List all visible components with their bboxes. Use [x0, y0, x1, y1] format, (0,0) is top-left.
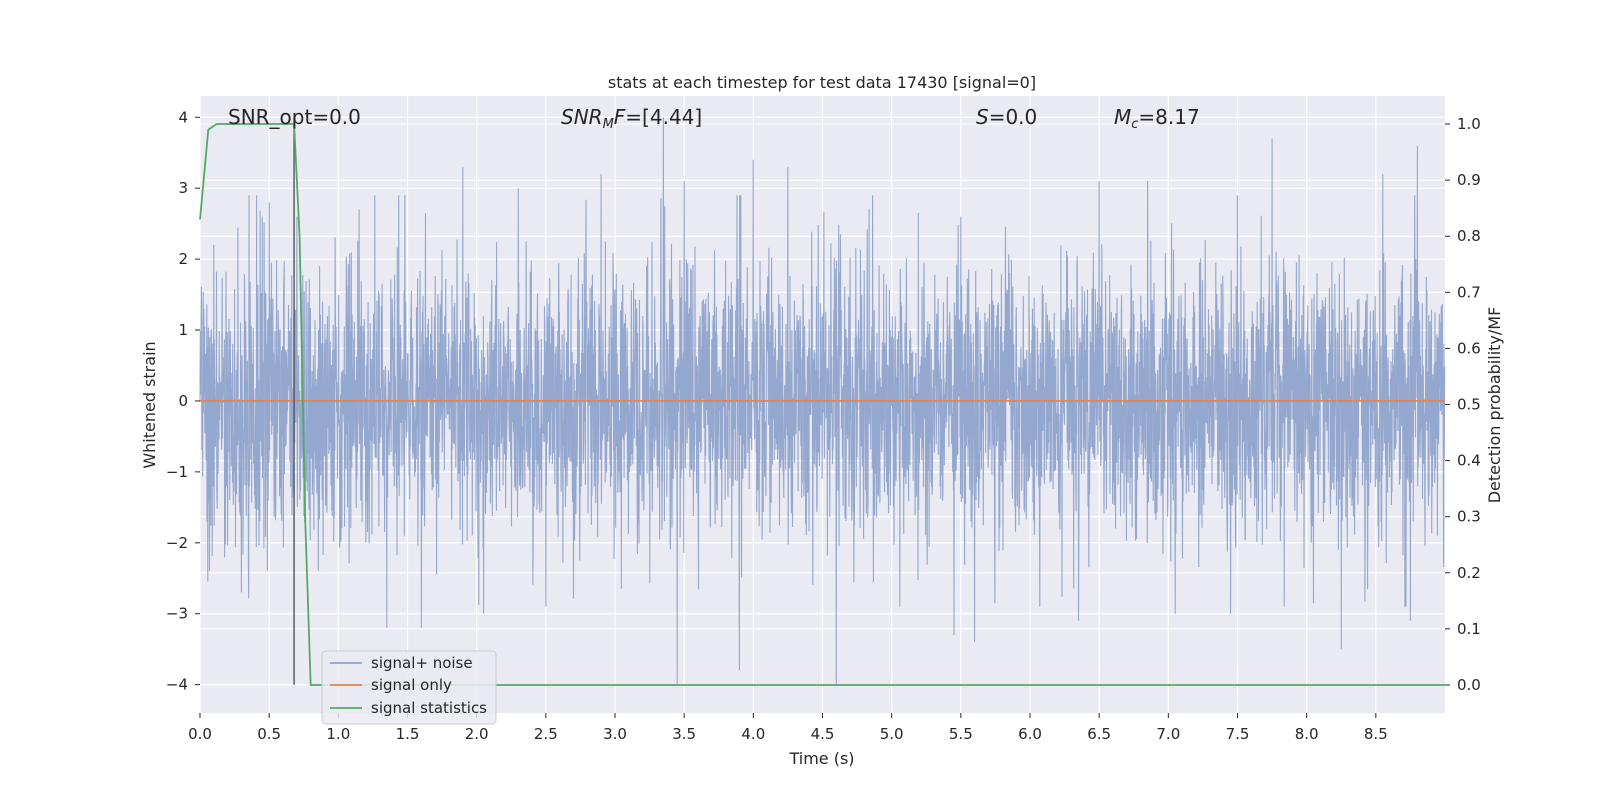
y2-axis-label: Detection probability/MF	[1485, 307, 1504, 504]
series-signal-noise	[199, 117, 1446, 685]
y2-tick-labels: 0.0 0.1 0.2 0.3 0.4 0.5 0.6 0.7 0.8 0.9 1.0	[1445, 115, 1481, 694]
legend-box	[321, 650, 497, 725]
y-axis-label: Whitened strain	[140, 341, 159, 468]
y2-tick-label: 0.0	[1457, 676, 1481, 694]
x-tick-label: 8.5	[1364, 725, 1388, 743]
y2-tick-label: 0.4	[1457, 452, 1481, 470]
x-tick-label: 1.5	[396, 725, 420, 743]
legend-label-signal-only: signal only	[371, 676, 452, 694]
y-tick-label: 3	[178, 179, 188, 197]
y-tick-label: −2	[166, 534, 188, 552]
snr-opt-annotation: SNR_opt=0.0	[228, 105, 361, 129]
noise-series	[199, 117, 1446, 685]
y2-tick-label: 1.0	[1457, 115, 1481, 133]
y-tick-label: 1	[178, 321, 188, 339]
line-series	[199, 117, 1445, 686]
x-tick-label: 5.5	[949, 725, 973, 743]
x-tick-label: 6.5	[1087, 725, 1111, 743]
x-tick-label: 1.0	[326, 725, 350, 743]
x-tick-label: 3.0	[603, 725, 627, 743]
x-tick-label: 7.0	[1156, 725, 1180, 743]
y2-tick-label: 0.3	[1457, 508, 1481, 526]
x-axis-label: Time (s)	[788, 749, 854, 768]
y-tick-labels: −4 −3 −2 −1 0 1 2 3 4	[166, 108, 200, 694]
y2-tick-label: 0.8	[1457, 227, 1481, 245]
series-signal-statistics	[199, 123, 1445, 686]
snr-mf-annotation: SNRMF=[4.44]	[561, 105, 702, 132]
x-tick-label: 7.5	[1226, 725, 1250, 743]
x-tick-label: 0.0	[188, 725, 212, 743]
y-tick-label: −1	[166, 463, 188, 481]
y2-tick-label: 0.7	[1457, 283, 1481, 301]
x-tick-label: 0.5	[257, 725, 281, 743]
x-tick-labels: 0.0 0.5 1.0 1.5 2.0 2.5 3.0 3.5 4.0 4.5 5.0 5.5 6.0 6…	[188, 713, 1388, 743]
y-tick-label: −3	[166, 605, 188, 623]
legend-label-signal-statistics: signal statistics	[371, 699, 487, 717]
y-tick-label: −4	[166, 676, 188, 694]
y2-tick-label: 0.6	[1457, 339, 1481, 357]
x-tick-label: 8.0	[1295, 725, 1319, 743]
y2-tick-label: 0.9	[1457, 171, 1481, 189]
y-tick-label: 0	[178, 392, 188, 410]
x-tick-label: 3.5	[672, 725, 696, 743]
y2-tick-label: 0.1	[1457, 620, 1481, 638]
x-tick-label: 2.5	[534, 725, 558, 743]
x-tick-label: 5.0	[880, 725, 904, 743]
legend-label-signal-noise: signal+ noise	[371, 654, 473, 672]
x-tick-label: 4.5	[811, 725, 835, 743]
chart-title: stats at each timestep for test data 174…	[608, 73, 1036, 92]
y-tick-label: 2	[178, 250, 188, 268]
y2-tick-label: 0.2	[1457, 564, 1481, 582]
x-tick-label: 4.0	[741, 725, 765, 743]
y2-tick-label: 0.5	[1457, 396, 1481, 414]
mc-annotation: Mc=8.17	[1114, 105, 1200, 132]
y-tick-label: 4	[178, 108, 188, 126]
s-annotation: S=0.0	[976, 105, 1037, 129]
x-tick-label: 2.0	[465, 725, 489, 743]
x-tick-label: 6.0	[1018, 725, 1042, 743]
legend: signal+ noise signal only signal statist…	[321, 650, 497, 725]
